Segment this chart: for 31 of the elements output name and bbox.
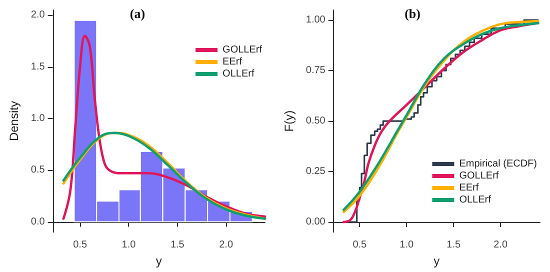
legend-label: EErf bbox=[222, 56, 242, 68]
legend-label: OLLErf bbox=[222, 68, 254, 80]
x-tick-label: 1.0 bbox=[400, 240, 414, 251]
x-tick-label: 0.5 bbox=[352, 240, 368, 251]
x-tick-label: 0.5 bbox=[73, 240, 88, 251]
y-tick-label: 0.25 bbox=[306, 166, 326, 178]
legend-label: OLLErf bbox=[459, 194, 492, 206]
x-axis-title: y bbox=[434, 254, 440, 268]
legend-label: GOLLErf bbox=[222, 44, 262, 56]
legend-label: Empirical (ECDF) bbox=[459, 158, 538, 170]
y-tick-label: 0.00 bbox=[306, 216, 326, 228]
y-tick-label: 0.75 bbox=[306, 65, 326, 76]
x-tick-label: 1.5 bbox=[170, 240, 185, 251]
y-axis-title: F(y) bbox=[282, 110, 296, 132]
y-tick-label: 1.5 bbox=[30, 61, 46, 72]
legend-label: EErf bbox=[459, 182, 479, 194]
chart-title: (b) bbox=[404, 6, 420, 21]
x-tick-label: 1.0 bbox=[122, 240, 136, 251]
x-tick-label: 2.0 bbox=[494, 240, 508, 251]
y-tick-label: 0.5 bbox=[30, 164, 46, 176]
y-tick-label: 2.0 bbox=[30, 10, 46, 21]
legend-label: GOLLErf bbox=[459, 170, 499, 182]
y-tick-label: 1.0 bbox=[30, 112, 46, 124]
y-tick-label: 1.00 bbox=[306, 14, 326, 26]
y-axis-title: Density bbox=[7, 101, 21, 142]
y-tick-label: 0.50 bbox=[306, 116, 326, 127]
x-tick-label: 1.5 bbox=[446, 240, 461, 251]
x-tick-label: 2.0 bbox=[219, 240, 234, 251]
x-axis-title: y bbox=[156, 254, 162, 268]
y-tick-label: 0.0 bbox=[30, 216, 46, 228]
chart-title: (a) bbox=[130, 6, 146, 21]
